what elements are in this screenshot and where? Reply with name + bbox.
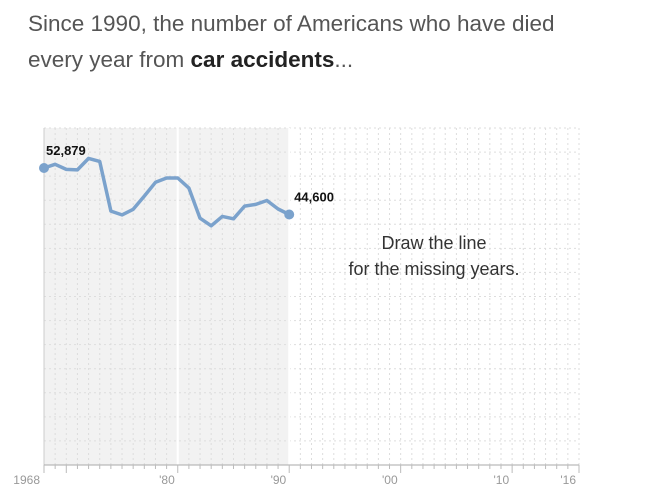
x-tick-label: 1968: [13, 473, 40, 487]
x-tick-label: '10: [493, 473, 509, 487]
draw-instruction-line1: Draw the line: [381, 233, 486, 253]
x-tick-label: '80: [159, 473, 175, 487]
data-label: 44,600: [294, 189, 334, 204]
headline: Since 1990, the number of Americans who …: [28, 6, 628, 78]
headline-bold-phrase: car accidents: [190, 47, 335, 72]
start-point: [39, 162, 49, 173]
headline-line2-prefix: every year from: [28, 47, 191, 72]
draw-instruction-line2: for the missing years.: [348, 259, 519, 279]
series-layer: 52,879 44,600: [39, 143, 334, 228]
end-point: [284, 209, 295, 220]
x-tick-label: '00: [382, 473, 398, 487]
headline-line2-suffix: ...: [334, 47, 354, 72]
headline-line1: Since 1990, the number of Americans who …: [28, 11, 555, 36]
data-label: 52,879: [46, 143, 86, 158]
grid: [43, 127, 580, 465]
x-tick-label: '16: [560, 473, 576, 487]
x-axis: 1968 '80 '90 '00 '10 '16: [13, 464, 580, 487]
x-tick-label: '90: [271, 473, 287, 487]
series-line: [42, 156, 291, 228]
